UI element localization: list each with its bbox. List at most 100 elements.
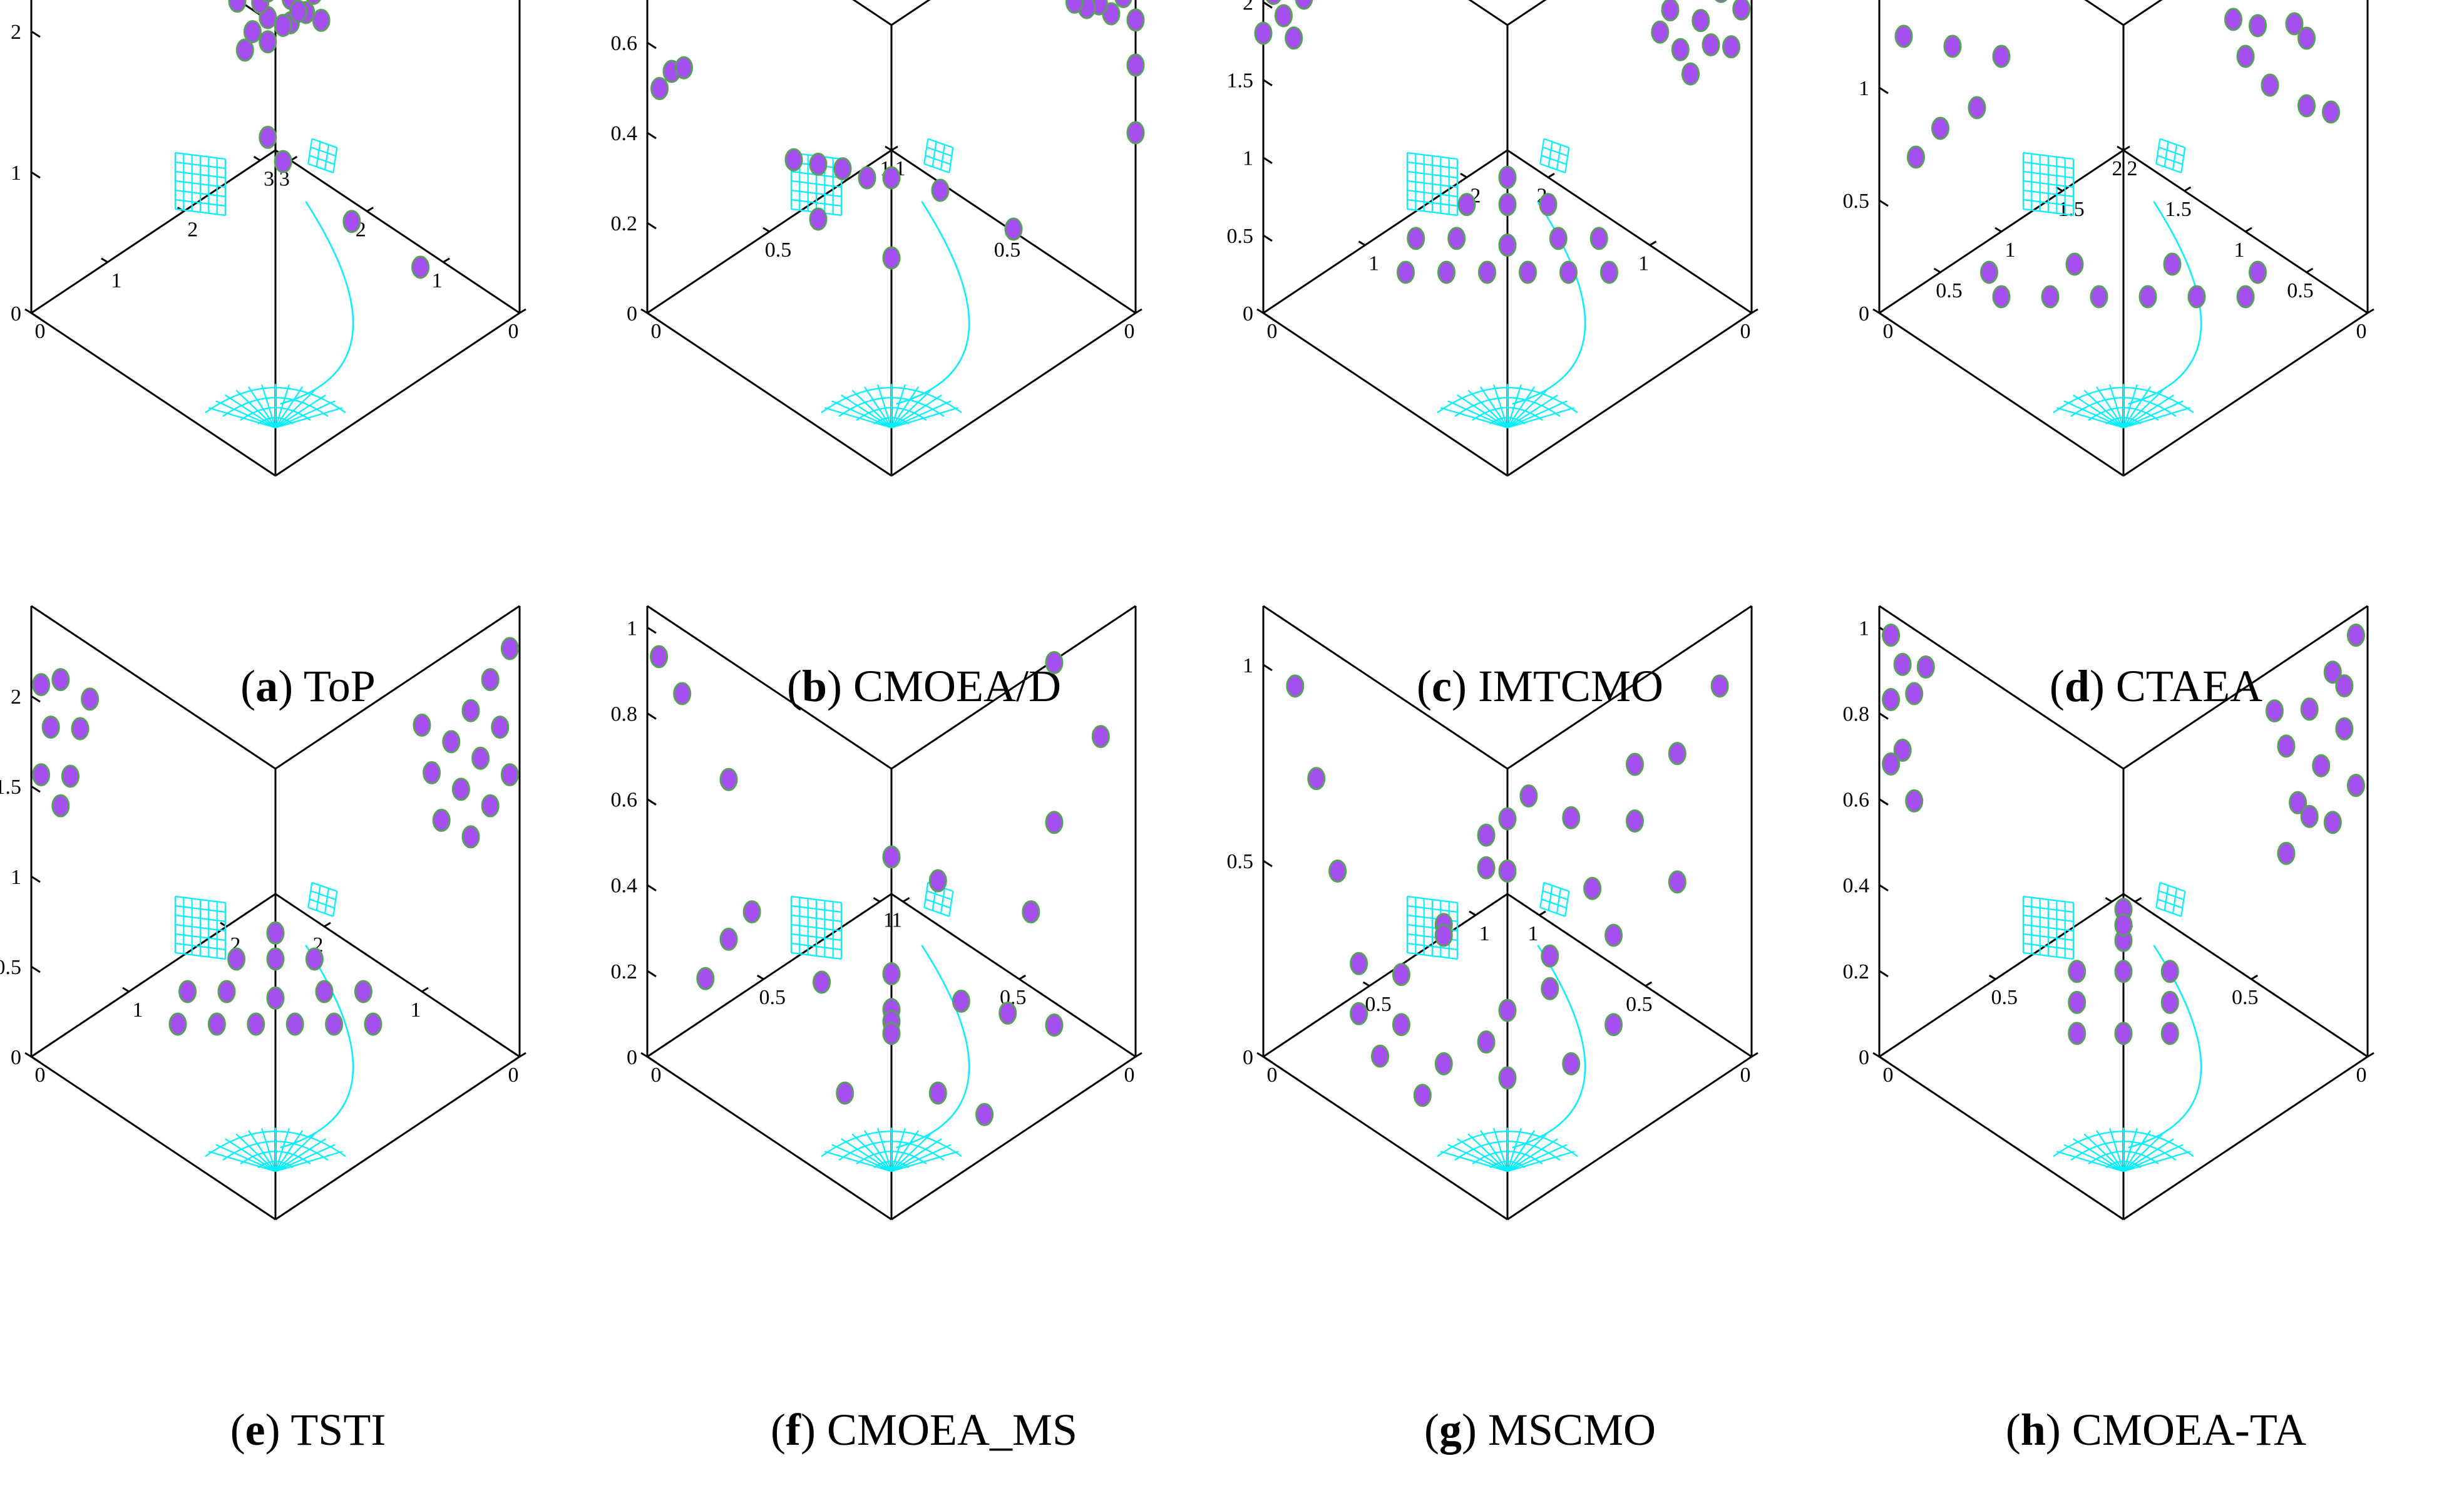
data-point <box>423 761 441 784</box>
data-point <box>1307 767 1326 791</box>
z-tick-label: 0.2 <box>1843 960 1870 983</box>
solution-points <box>228 0 430 279</box>
y-tick <box>1256 308 1264 314</box>
data-point <box>461 825 480 849</box>
x-tick-label: 0.5 <box>2287 279 2314 302</box>
axis-edge <box>31 312 276 477</box>
y-tick <box>756 974 764 980</box>
data-point <box>952 989 970 1013</box>
data-point <box>2138 285 2157 309</box>
y-tick <box>1362 981 1370 987</box>
data-point <box>266 947 285 971</box>
data-point <box>500 637 519 660</box>
z-tick-label: 1.5 <box>0 776 21 799</box>
z-tick <box>31 1055 41 1064</box>
solution-points <box>1254 0 1751 284</box>
data-point <box>235 38 254 62</box>
data-point <box>2277 841 2296 865</box>
z-tick <box>1879 884 1889 891</box>
data-point <box>1447 227 1466 250</box>
x-tick-label: 1 <box>411 998 421 1022</box>
pareto-front-mesh <box>1406 881 1586 1172</box>
data-point <box>931 178 950 202</box>
z-tick-label: 0.6 <box>611 32 638 55</box>
caption-name: ToP <box>303 661 376 711</box>
z-tick <box>31 875 41 883</box>
axis-edge <box>891 893 1136 1058</box>
data-point <box>882 845 901 869</box>
x-tick-label: 1 <box>891 908 902 931</box>
axis-edge <box>1263 893 1508 1058</box>
data-point <box>1710 674 1729 698</box>
data-point <box>813 970 831 994</box>
data-point <box>1600 260 1618 284</box>
y-tick-label: 0 <box>1267 320 1278 343</box>
data-point <box>2065 252 2084 276</box>
z-tick-label: 2 <box>1243 0 1253 14</box>
z-tick <box>1879 1055 1889 1064</box>
data-point <box>1350 952 1368 975</box>
data-point <box>1519 784 1538 808</box>
axis-edge <box>1879 605 2124 770</box>
data-point <box>882 962 901 986</box>
z-tick-label: 0.4 <box>611 875 638 898</box>
data-point <box>1907 145 1925 169</box>
axis-edge <box>275 605 520 770</box>
z-tick-label: 2 <box>11 21 21 44</box>
data-point <box>1882 752 1901 776</box>
data-point <box>1477 856 1496 880</box>
data-point <box>1126 8 1145 32</box>
z-tick-label: 0.5 <box>1843 190 1870 213</box>
x-tick-label: 0.5 <box>2232 986 2259 1009</box>
data-point <box>2300 804 2319 828</box>
z-tick <box>31 785 41 793</box>
axis-edge <box>1263 312 1508 477</box>
data-point <box>1905 789 1924 813</box>
data-point <box>274 150 292 173</box>
data-point <box>1045 650 1064 674</box>
data-point <box>1498 233 1517 257</box>
z-tick <box>1263 1 1273 9</box>
data-point <box>2261 73 2279 97</box>
data-point <box>262 0 274 3</box>
x-tick-label: 1 <box>2234 239 2245 262</box>
z-tick <box>1263 1055 1273 1064</box>
data-point <box>461 699 480 722</box>
data-point <box>451 777 470 801</box>
data-point <box>2323 660 2342 684</box>
chart-g: 0 0.5 1 0 0.5 1 0 0.5 1 <box>1227 605 1758 1221</box>
y-tick <box>873 897 881 903</box>
x-tick <box>2251 974 2259 980</box>
y-tick-label: 1 <box>1368 252 1379 275</box>
data-point <box>81 687 100 711</box>
data-point <box>2160 990 2179 1014</box>
z-tick <box>1879 86 1889 95</box>
data-point <box>364 1012 382 1036</box>
z-tick <box>647 884 657 891</box>
pareto-front-mesh <box>174 138 354 429</box>
axis-edge <box>2123 1055 2368 1221</box>
z-tick-label: 0 <box>1243 1046 1253 1069</box>
y-tick <box>1933 267 1941 274</box>
pareto-front-mesh <box>2022 881 2202 1172</box>
z-tick-label: 0.5 <box>1227 225 1254 248</box>
data-point <box>32 673 51 697</box>
x-tick <box>366 207 374 212</box>
y-tick <box>1994 227 2002 233</box>
z-tick <box>31 171 41 179</box>
x-tick-label: 1.5 <box>2165 198 2192 221</box>
data-point <box>2289 791 2307 814</box>
data-point <box>1295 0 1313 10</box>
data-point <box>1559 260 1578 284</box>
data-point <box>247 1012 265 1036</box>
z-tick-label: 1 <box>627 617 637 640</box>
z-tick <box>1263 234 1273 242</box>
x-tick <box>891 145 898 151</box>
data-point <box>1498 998 1517 1022</box>
y-tick <box>2117 145 2124 151</box>
data-point <box>1413 1084 1432 1107</box>
axis-edge <box>1263 605 1508 770</box>
axis-edge <box>1507 1055 1752 1221</box>
data-point <box>2297 94 2316 118</box>
z-tick-label: 1 <box>11 866 21 889</box>
